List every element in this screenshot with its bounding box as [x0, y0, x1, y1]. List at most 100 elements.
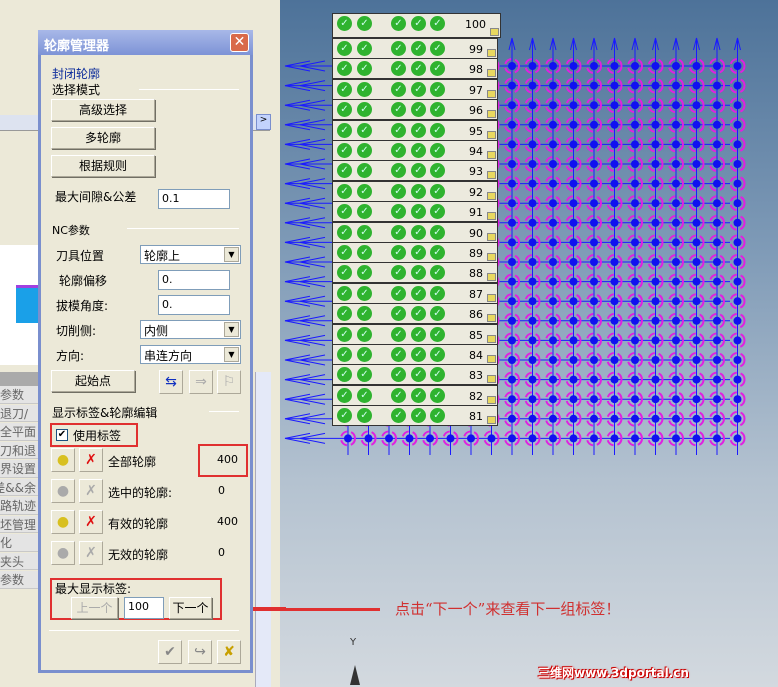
tag-corner-icon[interactable]	[487, 49, 496, 57]
reverse-icon[interactable]: ⇆	[159, 370, 183, 394]
tool-position-select[interactable]: 轮廓上 ▼	[140, 245, 241, 264]
side-panel-item[interactable]: 化	[0, 534, 38, 552]
contour-tag[interactable]: ✓ ✓ ✓ ✓ ✓ 83	[332, 364, 498, 386]
contour-tag[interactable]: ✓ ✓ ✓ ✓ ✓ 90	[332, 221, 498, 243]
side-panel-item[interactable]: 界设置	[0, 460, 38, 478]
chevron-down-icon[interactable]: ▼	[224, 247, 239, 262]
tag-corner-icon[interactable]	[487, 110, 496, 119]
tag-corner-icon[interactable]	[487, 212, 496, 221]
contour-circle	[668, 136, 684, 153]
tag-corner-icon[interactable]	[487, 69, 496, 78]
tag-corner-icon[interactable]	[487, 130, 496, 139]
tag-corner-icon[interactable]	[487, 395, 496, 404]
contour-tag[interactable]: ✓ ✓ ✓ ✓ ✓ 88	[332, 262, 498, 284]
contour-tag[interactable]: ✓ ✓ ✓ ✓ ✓ 95	[332, 119, 498, 141]
contour-tag[interactable]: ✓ ✓ ✓ ✓ ✓ 97	[332, 78, 498, 100]
side-scrollbar[interactable]	[255, 372, 271, 687]
contour-tag[interactable]: ✓ ✓ ✓ ✓ ✓ 82	[332, 384, 498, 406]
contour-tag[interactable]: ✓ ✓ ✓ ✓ ✓ 91	[332, 201, 498, 223]
side-panel-item[interactable]: 差&&余	[0, 478, 38, 496]
ok-check-icon[interactable]: ✔	[158, 640, 182, 664]
cancel-icon[interactable]: ✘	[217, 640, 241, 664]
contour-tag[interactable]: ✓ ✓ ✓ ✓ ✓ 89	[332, 242, 498, 263]
side-panel-item[interactable]: /退刀	[0, 404, 38, 422]
close-icon[interactable]: ✕	[230, 33, 249, 52]
contour-tag[interactable]: ✓ ✓ ✓ ✓ ✓ 98	[332, 58, 498, 80]
tag-corner-icon[interactable]	[487, 151, 496, 159]
contour-tag[interactable]: ✓ ✓ ✓ ✓ ✓ 93	[332, 160, 498, 182]
contour-point	[508, 434, 516, 443]
scroll-right-button[interactable]: >	[256, 114, 271, 130]
tag-corner-icon[interactable]	[487, 375, 496, 384]
flag-icon[interactable]: ⚐	[217, 370, 241, 394]
contour-tag[interactable]: ✓ ✓ ✓ ✓ ✓ 81	[332, 405, 498, 427]
tag-corner-icon[interactable]	[487, 191, 496, 200]
prev-button[interactable]: 上一个	[71, 597, 118, 619]
contour-point	[610, 140, 619, 149]
lightbulb-icon[interactable]: ●	[51, 479, 75, 503]
tag-corner-icon[interactable]	[487, 89, 496, 98]
advanced-select-button[interactable]: 高级选择	[51, 99, 155, 121]
side-panel-item[interactable]: 参数	[0, 386, 38, 404]
contour-tag[interactable]: ✓ ✓ ✓ ✓ ✓ 87	[332, 282, 498, 304]
tag-corner-icon[interactable]	[487, 314, 496, 323]
draft-angle-input[interactable]: 0.	[158, 295, 230, 315]
tag-corner-icon[interactable]	[487, 171, 496, 180]
contour-tag[interactable]: ✓ ✓ ✓ ✓ ✓ 84	[332, 344, 498, 365]
tag-corner-icon[interactable]	[487, 293, 496, 302]
tag-corner-icon[interactable]	[487, 334, 496, 343]
tag-corner-icon[interactable]	[490, 28, 499, 36]
tag-corner-icon[interactable]	[487, 232, 496, 241]
contour-circle	[504, 371, 520, 388]
start-point-button[interactable]: 起始点	[51, 370, 135, 392]
tag-corner-icon[interactable]	[487, 416, 496, 425]
save-chain-icon[interactable]: ⇒	[189, 370, 213, 394]
contour-point	[651, 199, 660, 208]
side-panel-item[interactable]: 坯管理	[0, 515, 38, 533]
side-panel-item[interactable]: 全平面	[0, 423, 38, 441]
contour-tag[interactable]: ✓ ✓ ✓ ✓ ✓ 100	[332, 13, 501, 38]
delete-x-icon[interactable]: ✗	[79, 510, 103, 534]
tag-corner-icon[interactable]	[487, 273, 496, 282]
gap-tolerance-input[interactable]: 0.1	[158, 189, 230, 209]
tag-corner-icon[interactable]	[487, 355, 496, 363]
delete-x-icon[interactable]: ✗	[79, 541, 103, 565]
lightbulb-icon[interactable]: ●	[51, 541, 75, 565]
side-panel-item[interactable]: 路轨迹	[0, 497, 38, 515]
direction-select[interactable]: 串连方向 ▼	[140, 345, 241, 364]
contour-point	[713, 395, 721, 404]
tag-corner-icon[interactable]	[487, 253, 496, 261]
chevron-down-icon[interactable]: ▼	[224, 347, 239, 362]
contour-circle	[483, 312, 500, 329]
check-icon: ✓	[337, 122, 352, 138]
lightbulb-icon[interactable]: ●	[51, 448, 75, 472]
apply-icon[interactable]: ↪	[188, 640, 212, 664]
offset-input[interactable]: 0.	[158, 270, 230, 290]
lightbulb-icon[interactable]: ●	[51, 510, 75, 534]
check-icon: ✓	[337, 41, 352, 56]
contour-tag[interactable]: ✓ ✓ ✓ ✓ ✓ 86	[332, 303, 498, 325]
delete-x-icon[interactable]: ✗	[79, 479, 103, 503]
side-panel-item[interactable]: 参数	[0, 571, 38, 589]
contour-tag[interactable]: ✓ ✓ ✓ ✓ ✓ 85	[332, 323, 498, 345]
side-panel-item[interactable]: 刀和退	[0, 441, 38, 459]
cut-side-select[interactable]: 内侧 ▼	[140, 320, 241, 339]
contour-tag[interactable]: ✓ ✓ ✓ ✓ ✓ 92	[332, 180, 498, 202]
delete-x-icon[interactable]: ✗	[79, 448, 103, 472]
contour-tag[interactable]: ✓ ✓ ✓ ✓ ✓ 99	[332, 38, 498, 59]
chevron-down-icon[interactable]: ▼	[224, 322, 239, 337]
use-tags-checkbox[interactable]: ✔	[56, 429, 68, 441]
contour-tag[interactable]: ✓ ✓ ✓ ✓ ✓ 94	[332, 140, 498, 161]
check-icon: ✓	[337, 163, 352, 179]
multi-contour-button[interactable]: 多轮廓	[51, 127, 155, 149]
by-rule-button[interactable]: 根据规则	[51, 155, 155, 177]
contour-circle	[709, 332, 725, 349]
side-panel-item[interactable]: 夹头	[0, 552, 38, 570]
title-bar[interactable]: 轮廓管理器 ✕	[38, 30, 253, 55]
contour-tag[interactable]: ✓ ✓ ✓ ✓ ✓ 96	[332, 99, 498, 121]
check-icon: ✓	[391, 245, 406, 260]
max-tags-input[interactable]: 100	[124, 597, 164, 619]
graphics-viewport[interactable]: ✓ ✓ ✓ ✓ ✓ 100 ✓ ✓ ✓ ✓ ✓ 99 ✓ ✓ ✓ ✓ ✓ 98 ✓ ✓ ✓ ✓ ✓ 97 ✓ ✓ ✓ ✓ ✓ 96 ✓ ✓ ✓ ✓…	[220, 0, 778, 687]
next-button[interactable]: 下一个	[169, 597, 212, 619]
check-icon: ✓	[430, 285, 445, 301]
